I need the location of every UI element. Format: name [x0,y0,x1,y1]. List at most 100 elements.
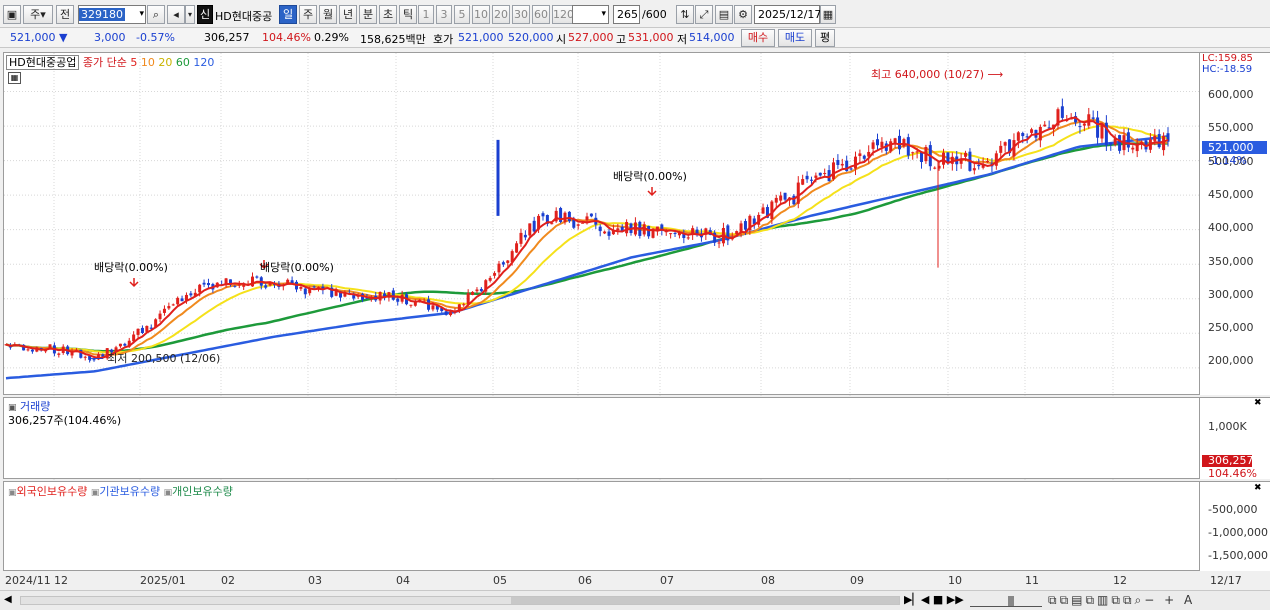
interval-button-3[interactable]: 3 [436,5,452,24]
data-count-input[interactable]: 265 [613,5,640,24]
play-controls[interactable]: ▶▏◀ ■ ▶▶ [904,593,964,606]
volume-close-icon[interactable]: ✖ [1254,398,1262,408]
zoom-slider[interactable] [970,593,1042,607]
candle-body [1131,147,1135,150]
interval-button-10[interactable]: 10 [472,5,490,24]
scrollbar-thumb[interactable] [511,597,899,604]
candle-body [999,145,1003,153]
candle-body [1016,132,1020,141]
candle-body [339,291,343,298]
interval-button-1[interactable]: 1 [418,5,434,24]
stock-code-input[interactable]: 329180 ▾ [78,5,146,24]
candle-body [118,343,122,347]
market-type-select[interactable]: 주▾ [23,5,53,24]
candle-body [493,273,497,276]
interval-button-5[interactable]: 5 [454,5,470,24]
candle-body [972,168,976,171]
candle-body [541,213,545,217]
candle-body [1166,133,1170,142]
candle-body [387,292,391,298]
candle-body [867,151,871,157]
interval-button-20[interactable]: 20 [492,5,510,24]
candle-body [343,292,347,297]
speaker-icon[interactable]: ◂ [167,5,185,24]
candle-body [620,226,624,232]
x-axis-tick: 06 [578,574,592,587]
ma60-line [5,142,1169,353]
candle-body [616,228,620,231]
scroll-left-icon[interactable]: ◀ [4,594,12,605]
buy-button[interactable]: 매수 [741,29,775,47]
prev-button[interactable]: 전 [56,5,74,24]
date-input[interactable]: 2025/12/17 [754,5,821,24]
candle-body [193,292,197,296]
current-price-value: 521,000 [10,31,56,44]
price-y-tick: 450,000 [1208,187,1254,201]
flat-button[interactable]: 평 [815,29,835,47]
scrollbar-track[interactable] [20,596,900,605]
holding-close-icon[interactable]: ✖ [1254,483,1262,493]
candle-body [589,213,593,217]
candle-body [475,289,479,292]
window-menu-icon[interactable]: ▣ [3,5,21,24]
search-icon[interactable]: ⌕ [147,5,165,24]
gear-icon[interactable]: ⚙ [734,5,752,24]
price-y-tick: 500,000 [1208,154,1254,168]
stock-code-value: 329180 [79,8,125,21]
chart-tool-icon[interactable]: ⤢ [695,5,713,24]
ma-period-10: 10 [137,56,155,69]
candle-body [1118,135,1122,151]
save-icon[interactable]: ▤ [715,5,733,24]
candle-body [114,347,118,352]
compare-icon[interactable]: ⇅ [676,5,694,24]
calendar-icon[interactable]: ▦ [820,5,836,24]
holding-pane[interactable] [3,481,1200,571]
speaker-dropdown-icon[interactable]: ▾ [185,5,195,24]
candle-body [321,286,325,291]
ma5-line [5,116,1169,359]
period-button-2[interactable]: 월 [319,5,337,24]
candle-body [101,354,105,357]
interval-button-60[interactable]: 60 [532,5,550,24]
period-button-0[interactable]: 일 [279,5,297,24]
code-dropdown-icon[interactable]: ▾ [139,9,144,19]
volume-pane[interactable] [3,397,1200,479]
ma20-line [5,124,1169,354]
volume-y-tick: 1,000K [1208,420,1247,433]
candle-body [686,237,690,239]
volume-value: 306,257 [204,31,250,44]
period-button-1[interactable]: 주 [299,5,317,24]
candle-body [484,280,488,292]
candle-body [449,312,453,316]
candle-body [889,141,893,152]
bid-price: 520,000 [508,31,554,44]
candle-body [765,207,769,218]
candle-body [581,222,585,224]
interval-custom-input[interactable]: ▾ [572,5,609,24]
candle-body [501,262,505,265]
candle-body [761,207,765,214]
interval-button-30[interactable]: 30 [512,5,530,24]
holding-legend-item-0: 외국인보유수량 [16,485,91,498]
candle-body [92,359,96,361]
period-button-3[interactable]: 년 [339,5,357,24]
sell-button[interactable]: 매도 [778,29,812,47]
period-button-4[interactable]: 분 [359,5,377,24]
candle-body [409,304,413,306]
table-toggle-icon[interactable]: ▦ [8,72,21,84]
candle-body [898,135,902,150]
period-button-6[interactable]: 틱 [399,5,417,24]
x-axis-tick: 2025/01 [140,574,186,587]
period-button-5[interactable]: 초 [379,5,397,24]
price-axis [1200,52,1270,395]
candle-body [977,164,981,167]
bottom-tool-icons[interactable]: ⧉⧉▤⧉▥⧉⧉⌕− + A [1048,593,1196,607]
zoom-slider-handle[interactable] [1008,596,1014,606]
candle-body [286,279,290,284]
candle-body [110,349,114,353]
candle-body [308,288,312,294]
trade-amount: 158,625백만 [360,33,426,46]
candle-body [871,142,875,149]
candle-body [176,297,180,305]
candle-body [933,167,937,169]
